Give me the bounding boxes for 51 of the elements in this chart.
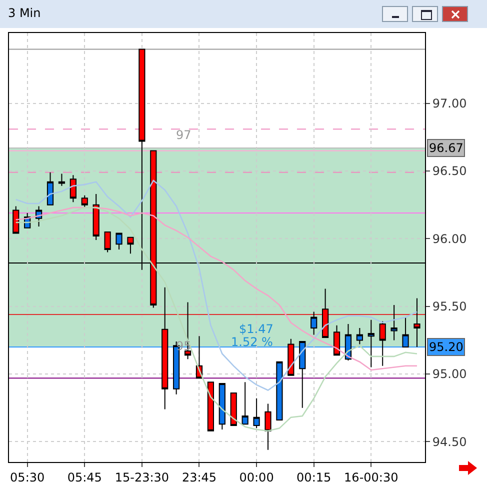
candlestick: [390, 304, 398, 341]
candlestick: [333, 324, 340, 356]
candlestick: [12, 206, 20, 234]
candlestick: [242, 382, 248, 425]
candlestick: [368, 319, 374, 368]
y-tick-label: 95.00: [432, 367, 467, 382]
candlestick: [81, 194, 88, 208]
y-tick-label: 95.50: [432, 300, 467, 314]
x-tick-label: 00:15: [296, 470, 332, 484]
annotation: 97: [176, 128, 192, 142]
candlestick: [322, 288, 329, 338]
candlestick: [276, 361, 283, 421]
candlestick: [70, 174, 76, 203]
candlestick: [116, 232, 122, 250]
candlestick: [356, 328, 363, 345]
candlestick: [127, 236, 134, 254]
candlestick: [207, 382, 214, 432]
candlestick: [58, 173, 66, 186]
candlestick: [402, 316, 409, 348]
line-series: [15, 206, 418, 432]
candlestick: [92, 194, 100, 241]
candlestick: [218, 383, 226, 430]
y-tick-label: 97.00: [432, 96, 467, 111]
annotation: $1.47: [239, 322, 274, 336]
x-tick-label: 15-23:30: [114, 470, 170, 484]
y-tick-label: 94.50: [432, 434, 467, 449]
x-tick-label: 23:45: [182, 470, 217, 484]
annotation: 1.52 %: [231, 335, 273, 349]
candlestick: [230, 392, 237, 426]
chart-title: 3 Min: [8, 6, 41, 20]
line-series: [15, 206, 418, 371]
ref-line-label: 96.67: [429, 141, 464, 155]
x-tick-label: 05:30: [10, 470, 45, 484]
candlestick: [379, 320, 386, 366]
line-series: [15, 180, 418, 391]
candlestick: [104, 231, 111, 253]
candlestick: [253, 398, 260, 429]
candlestick: [299, 341, 306, 408]
candlestick: [288, 338, 294, 376]
annotation: 95: [176, 339, 192, 353]
candlestick: [310, 311, 318, 336]
candlestick: [264, 403, 272, 450]
y-tick-label: 96.00: [432, 232, 467, 246]
x-tick-label: 00:00: [239, 470, 274, 484]
x-tick-label: 16-00:30: [344, 470, 398, 484]
y-tick-label: 96.50: [432, 164, 467, 178]
candlestick: [162, 286, 168, 410]
x-tick-label: 05:45: [67, 470, 102, 484]
candlestick: [46, 172, 54, 206]
candlestick: [414, 298, 420, 348]
ref-line-label: 95.20: [429, 340, 464, 354]
